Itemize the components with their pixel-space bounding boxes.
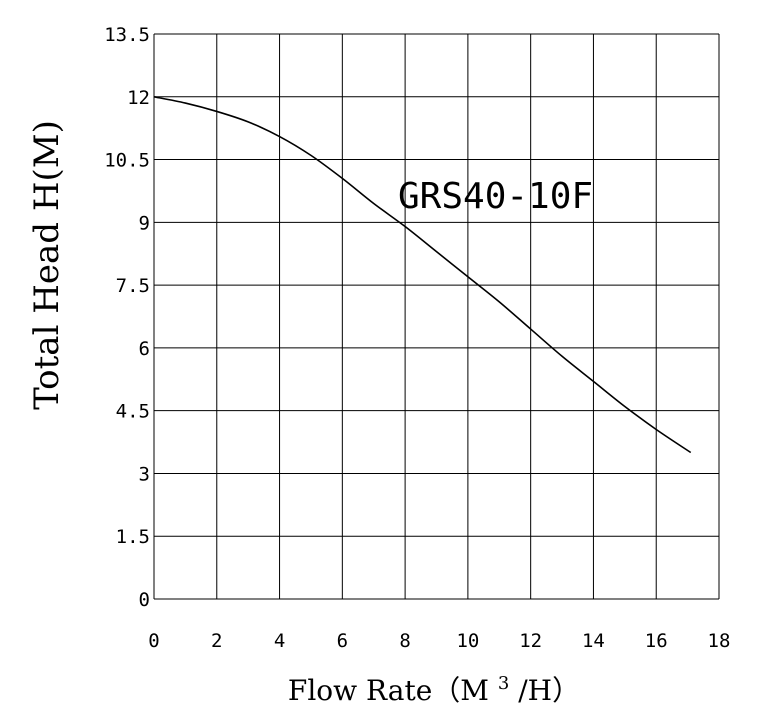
y-tick-label-8: 12 [127, 87, 150, 109]
series-0-point-2 [216, 110, 218, 112]
series-0-point-5 [310, 154, 312, 156]
x-tick-label-1: 2 [211, 630, 222, 652]
series-label-grs40-10f: GRS40-10F [398, 176, 593, 217]
series-layer [153, 95, 692, 454]
series-0-point-12 [529, 328, 531, 330]
x-tick-label-7: 14 [582, 630, 605, 652]
x-tick-label-3: 6 [337, 630, 348, 652]
y-tick-label-3: 4.5 [116, 401, 150, 423]
x-tick-labels: 0 2 4 6 8 10 12 14 16 18 [148, 630, 730, 652]
series-0-point-7 [373, 202, 375, 204]
x-tick-label-4: 8 [399, 630, 410, 652]
x-tick-label-2: 4 [274, 630, 285, 652]
y-tick-label-2: 3 [139, 463, 150, 485]
x-tick-label-6: 12 [519, 630, 542, 652]
series-0-point-14 [592, 380, 594, 382]
y-tick-label-6: 9 [139, 212, 150, 234]
y-tick-label-5: 7.5 [116, 275, 150, 297]
x-axis-title-superscript: 3 [498, 673, 509, 694]
y-tick-label-7: 10.5 [104, 150, 150, 172]
x-tick-label-8: 16 [645, 630, 668, 652]
x-axis-title-suffix: /H） [518, 674, 580, 707]
series-0-point-6 [341, 177, 343, 179]
series-0-point-0 [153, 96, 155, 98]
x-tick-label-0: 0 [148, 630, 159, 652]
y-tick-label-4: 6 [139, 338, 150, 360]
series-0-point-9 [435, 250, 437, 252]
y-tick-label-1: 1.5 [116, 526, 150, 548]
series-0-point-3 [247, 121, 249, 123]
y-tick-labels: 0 1.5 3 4.5 6 7.5 9 10.5 12 13.5 [104, 24, 150, 611]
series-0-point-15 [624, 405, 626, 407]
y-axis-title: Total Head H(M) [27, 120, 67, 410]
series-0-point-4 [278, 135, 280, 137]
x-axis-title-prefix: Flow Rate（M [288, 674, 489, 707]
series-line-0 [153, 95, 692, 454]
grid-lines [153, 33, 720, 600]
y-tick-label-0: 0 [139, 589, 150, 611]
series-0-point-16 [655, 428, 657, 430]
series-0-point-11 [498, 301, 500, 303]
y-tick-label-9: 13.5 [104, 24, 150, 46]
x-tick-label-5: 10 [456, 630, 479, 652]
series-0-point-13 [561, 355, 563, 357]
x-axis-title: Flow Rate（M 3 /H） [288, 663, 580, 707]
x-tick-label-9: 18 [708, 630, 731, 652]
series-0-point-8 [404, 225, 406, 227]
series-0-point-10 [467, 276, 469, 278]
series-0-point-1 [184, 102, 186, 104]
series-0-point-17 [690, 451, 692, 453]
